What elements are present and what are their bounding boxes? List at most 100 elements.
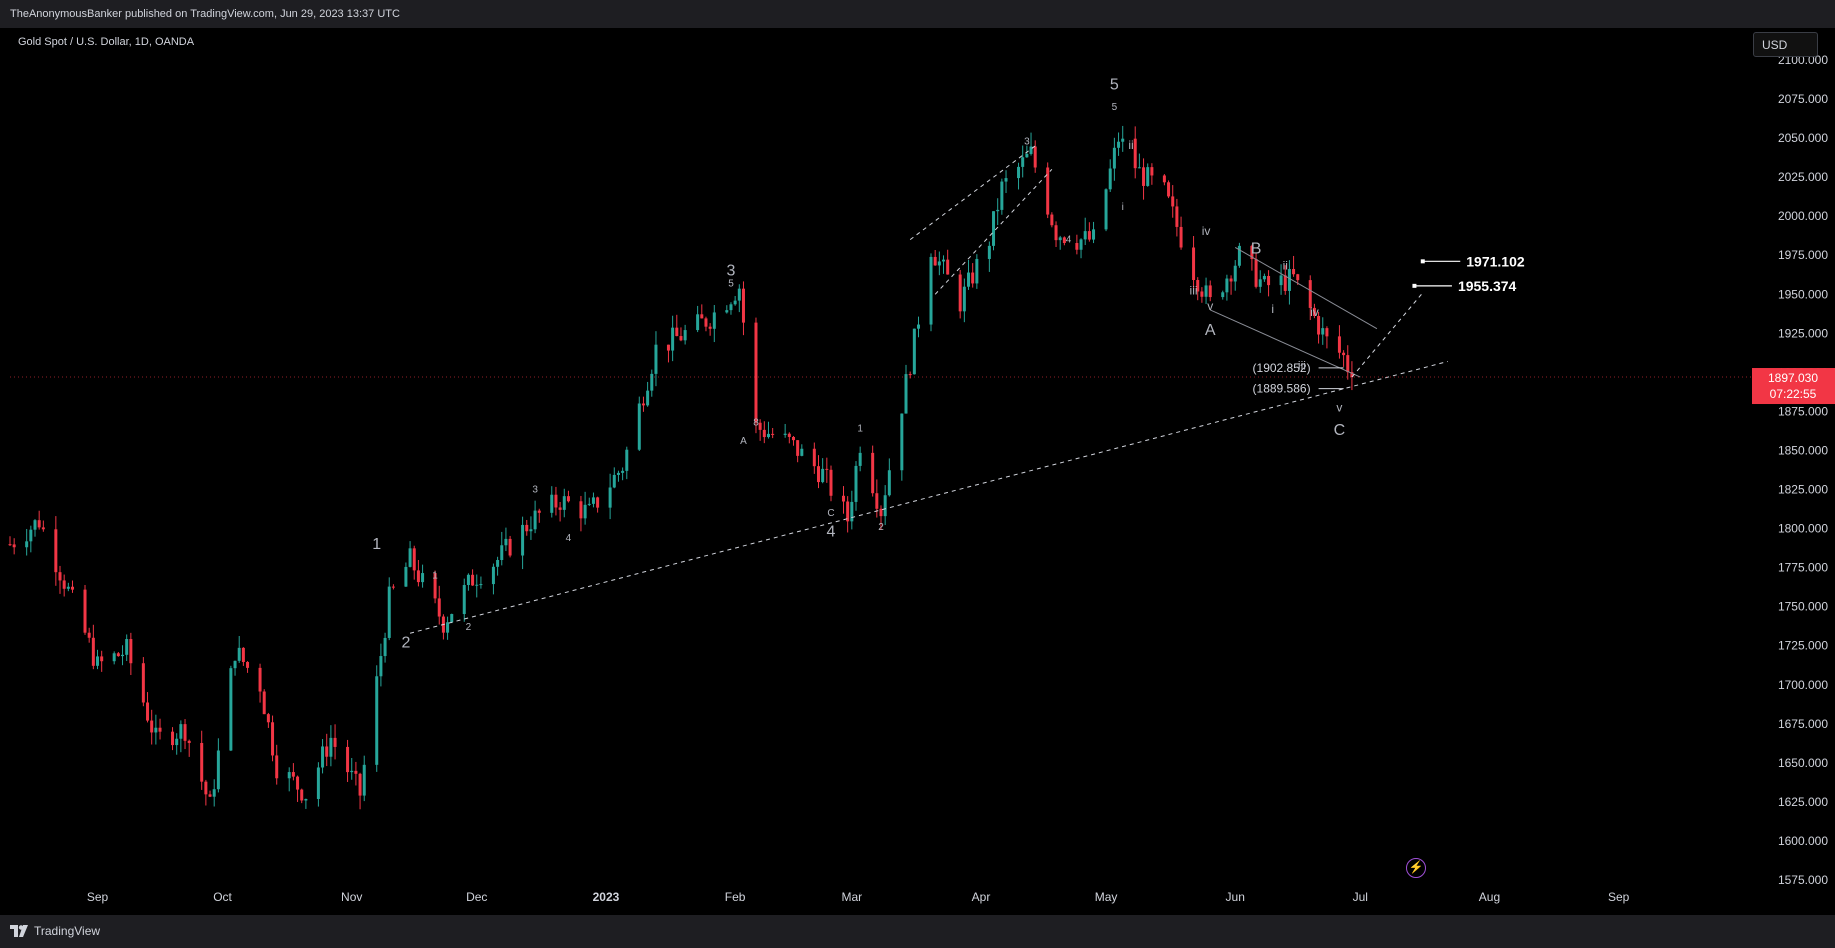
candle-body [700,314,704,319]
candle-body [1296,274,1300,281]
candle-body [1192,247,1196,281]
candle-body [1237,245,1241,266]
candle-body [316,767,320,799]
candle-body [71,586,75,590]
candle-body [1225,278,1229,293]
candle-body [529,529,533,532]
price-axis[interactable] [1752,28,1835,915]
candle-body [1317,315,1321,335]
candle-body [596,497,600,508]
candle-body [304,798,308,801]
candle-body [858,452,862,466]
time-tick-label: May [1095,890,1118,904]
wave-label: A [1205,322,1216,339]
lightning-icon[interactable]: ⚡ [1406,858,1426,878]
candle-body [971,272,975,284]
candle-body [675,327,679,337]
candle-body [1021,157,1025,167]
candle-body [608,487,612,508]
candle-body [646,390,650,406]
candle-body [737,288,741,301]
candle-body [929,256,933,325]
time-tick-label: Sep [87,890,109,904]
price-tick-label: 1825.000 [1778,483,1828,497]
candle-body [850,501,854,522]
candle-body [533,510,537,530]
price-tick-label: 2025.000 [1778,170,1828,184]
candle-body [712,312,716,329]
candle-body [683,330,687,341]
candle-body [329,737,333,757]
candle-body [846,501,850,522]
candle-body [416,570,420,583]
candle-body [8,544,12,546]
candle-body [996,209,1000,212]
candle-body [1033,146,1037,168]
candle-body [554,494,558,508]
time-tick-label: Feb [725,890,746,904]
candle-body [625,449,629,471]
time-tick-label: Jun [1226,890,1245,904]
time-tick-label: Dec [466,890,487,904]
candle-body [967,272,971,287]
wave-label: 8 [753,417,759,428]
candle-body [1200,291,1204,297]
candle-body [1283,275,1287,291]
time-tick-label: 2023 [593,890,620,904]
candle-body [975,258,979,284]
candle-body [992,211,996,246]
candle-body [1112,147,1116,169]
wave-label: A [740,436,747,447]
candle-body [25,541,29,548]
candle-body [1325,328,1329,337]
currency-selector[interactable]: USD [1753,32,1818,57]
candle-body [933,256,937,266]
wave-label: i [1271,302,1274,316]
candle-body [358,773,362,796]
candle-body [1092,229,1096,240]
candle-body [1208,285,1212,298]
candle-body [1025,153,1029,158]
candle-body [1075,243,1079,250]
candle-body [179,724,183,739]
time-tick-label: Oct [213,890,232,904]
candle-body [1050,214,1054,226]
candle-body [725,310,729,313]
candle-body [350,770,354,773]
candle-body [883,495,887,517]
price-tick-label: 1725.000 [1778,639,1828,653]
candle-body [1029,146,1033,154]
candle-body [346,746,350,773]
candle-body [1171,196,1175,207]
candle-body [612,474,616,488]
candle-body [237,647,241,661]
candle-body [1346,355,1350,373]
candle-body [1167,182,1171,197]
last-price-countdown: 07:22:55 [1770,387,1817,401]
candle-body [550,494,554,513]
candle-body [637,403,641,450]
price-tick-label: 1925.000 [1778,326,1828,340]
candle-body [1087,231,1091,240]
candle-body [1079,239,1083,250]
candle-body [1221,292,1225,298]
candle-body [475,584,479,586]
candle-body [287,772,291,779]
candle-body [1321,328,1325,335]
candle-body [525,524,529,532]
candle-body [917,324,921,329]
candle-body [962,286,966,312]
candle-body [800,448,804,456]
candle-body [1279,275,1283,286]
candle-body [125,639,129,655]
candle-body [212,789,216,797]
candle-body [1142,167,1146,186]
tradingview-brand[interactable]: TradingView [10,924,100,938]
chart-pane[interactable] [10,28,1752,915]
candle-body [262,691,266,715]
candle-body [671,327,675,351]
candle-body [871,452,875,494]
wave-label: 3 [1024,136,1030,147]
candle-body [908,374,912,376]
